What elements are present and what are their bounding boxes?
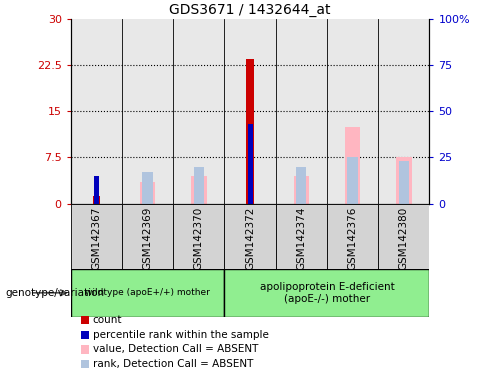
Text: genotype/variation: genotype/variation [5, 288, 104, 298]
Text: rank, Detection Call = ABSENT: rank, Detection Call = ABSENT [93, 359, 253, 369]
Bar [71, 204, 122, 269]
Bar [378, 19, 429, 204]
Text: value, Detection Call = ABSENT: value, Detection Call = ABSENT [93, 344, 258, 354]
Bar [294, 176, 309, 204]
Bar [173, 204, 224, 269]
Text: percentile rank within the sample: percentile rank within the sample [93, 330, 268, 340]
Bar [276, 19, 327, 204]
Bar [224, 204, 276, 269]
Text: GSM142369: GSM142369 [142, 207, 153, 270]
Title: GDS3671 / 1432644_at: GDS3671 / 1432644_at [169, 3, 331, 17]
Bar [191, 176, 206, 204]
Bar [246, 59, 254, 204]
Bar [122, 204, 173, 269]
Bar [399, 161, 409, 204]
Bar [122, 19, 173, 204]
Bar [296, 167, 306, 204]
Bar [71, 19, 122, 204]
Bar [345, 127, 360, 204]
Bar [224, 19, 276, 204]
Text: wildtype (apoE+/+) mother: wildtype (apoE+/+) mother [85, 288, 210, 297]
Bar [140, 182, 155, 204]
Text: GSM142370: GSM142370 [194, 207, 204, 270]
Text: apolipoprotein E-deficient
(apoE-/-) mother: apolipoprotein E-deficient (apoE-/-) mot… [260, 282, 394, 304]
Bar [142, 172, 153, 204]
Text: GSM142374: GSM142374 [296, 207, 306, 270]
Text: count: count [93, 315, 122, 325]
Bar [93, 196, 100, 204]
Bar [327, 204, 378, 269]
Bar [173, 19, 224, 204]
Text: GSM142376: GSM142376 [347, 207, 358, 270]
Bar [327, 19, 378, 204]
Bar [247, 124, 253, 204]
Bar [71, 269, 224, 317]
Bar [396, 157, 411, 204]
Bar [347, 157, 358, 204]
Bar [224, 269, 429, 317]
Bar [94, 176, 99, 204]
Bar [194, 167, 204, 204]
Bar [276, 204, 327, 269]
Text: GSM142367: GSM142367 [91, 207, 102, 270]
Bar [378, 204, 429, 269]
Text: GSM142380: GSM142380 [399, 207, 409, 270]
Text: GSM142372: GSM142372 [245, 207, 255, 270]
